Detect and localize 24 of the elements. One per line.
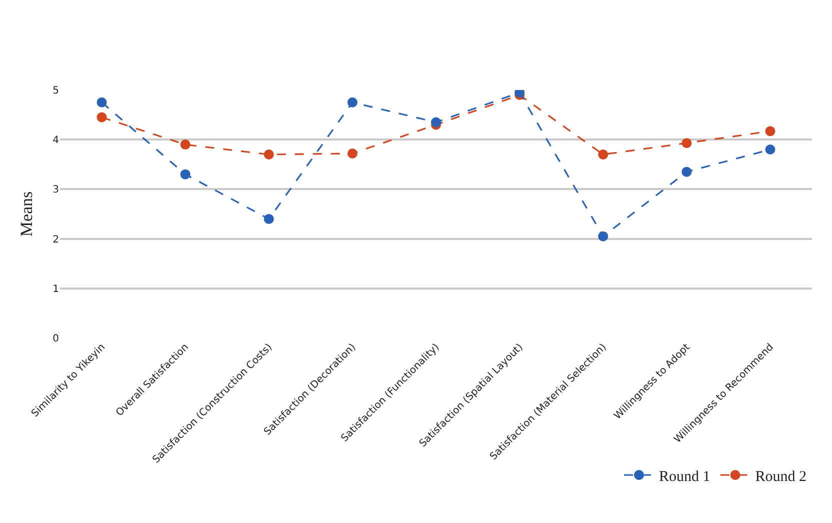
y-tick-label: 3 [52,184,59,196]
y-tick-label: 2 [52,234,59,246]
point [96,112,107,122]
point [682,138,692,148]
y-tick-label: 0 [52,334,59,344]
point [180,169,190,180]
point [765,126,776,136]
point [682,166,692,177]
point [96,97,107,108]
point [264,214,274,224]
legend-label: Round 1 [659,468,710,485]
y-tick-label: 1 [52,284,59,295]
point [180,140,190,150]
point [431,117,441,128]
point [264,149,274,160]
legend-label: Round 2 [755,468,807,485]
y-tick-label: 5 [52,86,59,96]
point [347,148,358,158]
point [598,149,608,160]
y-tick-label: 4 [52,135,59,146]
point [598,231,608,242]
point [347,97,358,108]
y-axis-title: Means [17,191,36,237]
point [765,144,776,155]
